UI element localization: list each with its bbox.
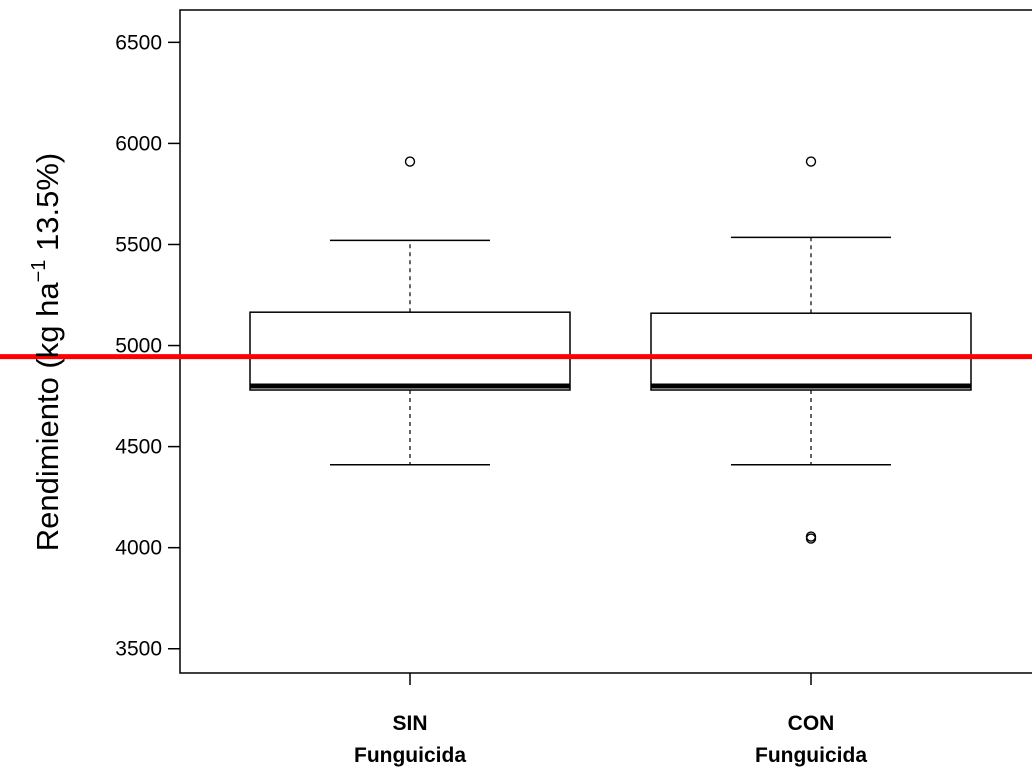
- plot-frame: [179, 9, 1032, 674]
- y-axis: 3500 4000 4500 5000 5500 6000 6500: [115, 31, 180, 661]
- box-group: [650, 156, 972, 544]
- y-tick-label: 6000: [115, 132, 162, 155]
- y-axis-title: Rendimiento (kg ha−1 13.5%): [28, 153, 65, 551]
- outlier-point: [805, 533, 817, 544]
- outlier-point: [805, 156, 817, 167]
- category-label-line1: CON: [788, 712, 835, 735]
- category-label-line1: SIN: [392, 712, 427, 735]
- y-tick-label: 4500: [115, 436, 162, 459]
- category-label-line2: Funguicida: [755, 744, 867, 767]
- y-axis-title-tail: 13.5%): [30, 153, 65, 260]
- category-labels: SIN Funguicida CON Funguicida: [354, 712, 867, 767]
- outlier-point: [404, 156, 416, 167]
- y-tick-label: 5500: [115, 233, 162, 256]
- y-tick-label: 6500: [115, 31, 162, 54]
- y-tick-label: 5000: [115, 335, 162, 358]
- box-iqr: [249, 311, 571, 391]
- boxes: [249, 156, 972, 544]
- y-tick-label: 4000: [115, 537, 162, 560]
- y-tick-label: 3500: [115, 638, 162, 661]
- box-iqr: [650, 312, 972, 391]
- y-axis-title-superscript: −1: [28, 260, 50, 283]
- box-group: [249, 156, 571, 466]
- y-axis-title-main: Rendimiento (kg ha: [30, 282, 65, 552]
- category-label-line2: Funguicida: [354, 744, 466, 767]
- x-axis: [409, 673, 812, 685]
